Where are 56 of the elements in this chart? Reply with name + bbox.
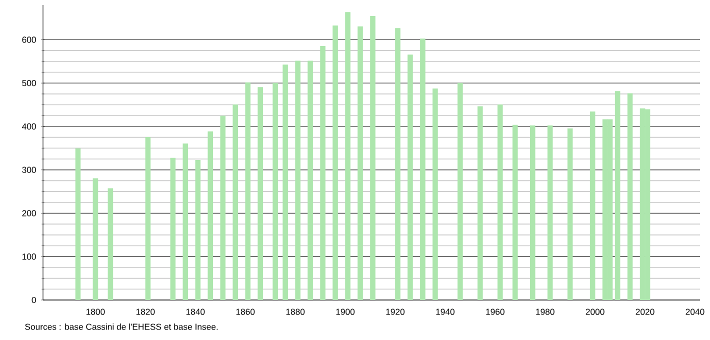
bar [108,188,114,300]
bar [432,88,438,300]
bar [627,93,633,300]
y-tick-label: 300 [22,166,36,173]
y-tick-label: 200 [22,210,36,216]
bar [320,46,326,300]
bar [345,12,350,300]
bar [195,160,201,300]
bar [498,104,503,300]
bar [92,178,98,300]
bar [220,116,226,300]
bar [530,125,536,300]
bar [282,64,288,300]
bar [567,128,573,300]
x-tick-label: 2040 [686,308,704,315]
bar [395,28,400,300]
y-tick-label: 600 [22,36,36,43]
bar [547,125,553,300]
bar [590,111,596,300]
bar [295,60,300,300]
bar [208,131,214,300]
bar [420,38,426,300]
bar [145,137,151,300]
bar [478,106,483,300]
x-tick-label: 1840 [186,308,205,315]
x-tick-label: 1960 [486,308,504,315]
y-tick-label: 500 [22,80,36,86]
bar [245,82,250,300]
x-tick-label: 1820 [136,308,155,315]
x-tick-label: 2020 [636,308,654,315]
bar [232,104,238,300]
x-tick-label: 1980 [536,308,554,315]
x-tick-label: 1880 [286,308,305,315]
y-tick-label: 400 [22,123,36,130]
bar [614,91,620,300]
bar [272,82,278,300]
x-tick-label: 1900 [336,308,355,315]
bar [358,26,363,300]
bar [512,124,518,300]
bar [308,60,313,300]
bar [170,158,176,300]
bar [258,87,263,300]
x-tick-label: 2000 [586,308,604,315]
x-tick-label: 1940 [436,308,454,315]
bar [332,26,338,300]
y-tick-label: 100 [22,254,36,260]
source-note: Sources : base Cassini de l'EHESS et base Insee. [25,323,218,330]
bar [182,144,188,300]
x-tick-label: 1860 [236,308,255,315]
bar [75,148,81,300]
y-tick-label: 0 [32,296,36,304]
bar [370,16,376,300]
x-tick-label: 1800 [86,308,105,315]
bar [458,82,463,300]
bar [408,54,413,300]
x-tick-label: 1920 [386,308,405,315]
